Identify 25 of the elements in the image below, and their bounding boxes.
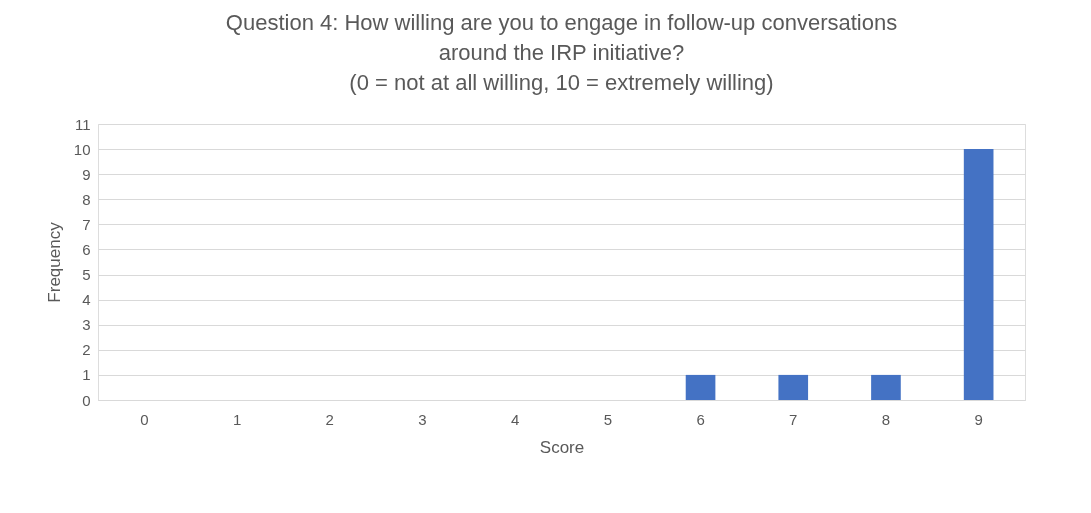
y-tick-label: 1 (82, 366, 91, 384)
chart-title: Question 4: How willing are you to engage in follow-up conversations around the IRP initiative? (0 = not at all willing, 10 = extremely willing) (225, 10, 898, 95)
y-tick-label: 11 (74, 115, 91, 133)
x-tick-label: 9 (974, 410, 983, 428)
y-tick-label: 9 (82, 165, 91, 183)
x-tick-label: 5 (603, 410, 613, 428)
y-tick-label: 6 (82, 240, 91, 258)
x-axis-title: Score (539, 437, 585, 457)
x-tick-label: 2 (325, 410, 334, 428)
y-tick-label: 10 (73, 140, 91, 158)
y-tick-label: 8 (82, 190, 91, 208)
y-tick-label: 0 (82, 391, 91, 409)
y-tick-label: 3 (82, 316, 91, 334)
x-tick-label: 7 (789, 410, 798, 428)
x-tick-label: 4 (510, 410, 520, 428)
x-tick-label: 0 (140, 410, 149, 428)
x-tick-label: 3 (418, 410, 427, 428)
y-tick-label: 2 (82, 341, 91, 359)
y-tick-label: 5 (82, 266, 91, 284)
y-tick-label: 4 (82, 291, 91, 309)
x-tick-label: 1 (232, 410, 242, 428)
x-tick-label: 8 (881, 410, 891, 428)
x-tick-label: 6 (696, 410, 705, 428)
y-tick-label: 7 (82, 215, 91, 233)
y-axis-title: Frequency (44, 221, 64, 303)
